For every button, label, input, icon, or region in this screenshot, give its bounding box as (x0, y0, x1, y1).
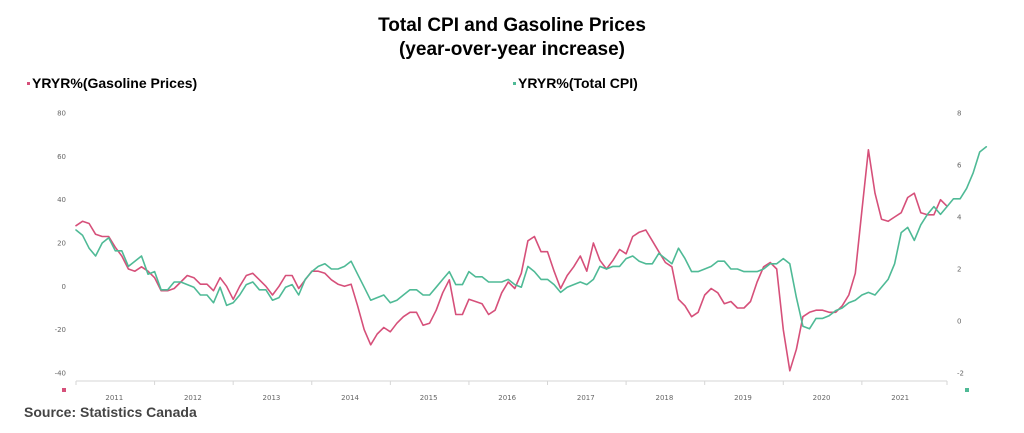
x-axis-tick-label: 2015 (420, 394, 438, 402)
x-axis-tick-label: 2018 (655, 394, 673, 402)
x-axis-tick-label: 2011 (105, 394, 123, 402)
x-axis-tick-label: 2020 (813, 394, 831, 402)
legend-gasoline-label: YRYR%(Gasoline Prices) (32, 75, 198, 91)
x-axis-tick-label: 2013 (263, 394, 281, 402)
x-axis-tick-label: 2017 (577, 394, 595, 402)
source-note: Source: Statistics Canada (24, 404, 197, 420)
left-axis-tick: -20 (55, 326, 66, 334)
cpi-scroll-marker (965, 388, 969, 392)
chart-title-line-1: Total CPI and Gasoline Prices (378, 15, 646, 36)
left-axis-tick: -40 (55, 370, 66, 378)
left-axis-tick: 80 (57, 110, 66, 118)
legend-gasoline-swatch (27, 81, 30, 85)
left-axis-tick: 60 (57, 153, 66, 161)
left-axis-tick: 20 (57, 240, 66, 248)
right-axis-tick: -2 (957, 370, 964, 378)
gas-scroll-marker (62, 388, 66, 392)
left-axis-tick: 0 (62, 283, 66, 291)
total-cpi-line (75, 146, 988, 330)
legend-gasoline[interactable]: YRYR%(Gasoline Prices) (27, 75, 197, 91)
right-axis-tick: 0 (957, 318, 961, 326)
right-axis-tick: 4 (957, 214, 962, 222)
right-axis-tick: 8 (957, 110, 961, 118)
gasoline-prices-line (75, 149, 948, 372)
x-axis-tick-label: 2012 (184, 394, 202, 402)
chart-title-line-2: (year-over-year increase) (398, 39, 626, 60)
x-axis-tick-label: 2019 (734, 394, 752, 402)
right-axis-tick: 6 (957, 162, 962, 170)
x-axis-tick-label: 2014 (341, 394, 359, 402)
legend-cpi-label: YRYR%(Total CPI) (518, 75, 638, 91)
x-axis-tick-label: 2021 (891, 394, 909, 402)
right-axis-tick: 2 (957, 266, 961, 274)
legend-total-cpi[interactable]: YRYR%(Total CPI) (513, 75, 638, 91)
chart-title: Total CPI and Gasoline Prices (year-over… (0, 14, 1024, 62)
left-axis-tick: 40 (57, 196, 66, 204)
x-axis-tick-label: 2016 (498, 394, 516, 402)
legend-cpi-swatch (513, 81, 516, 85)
